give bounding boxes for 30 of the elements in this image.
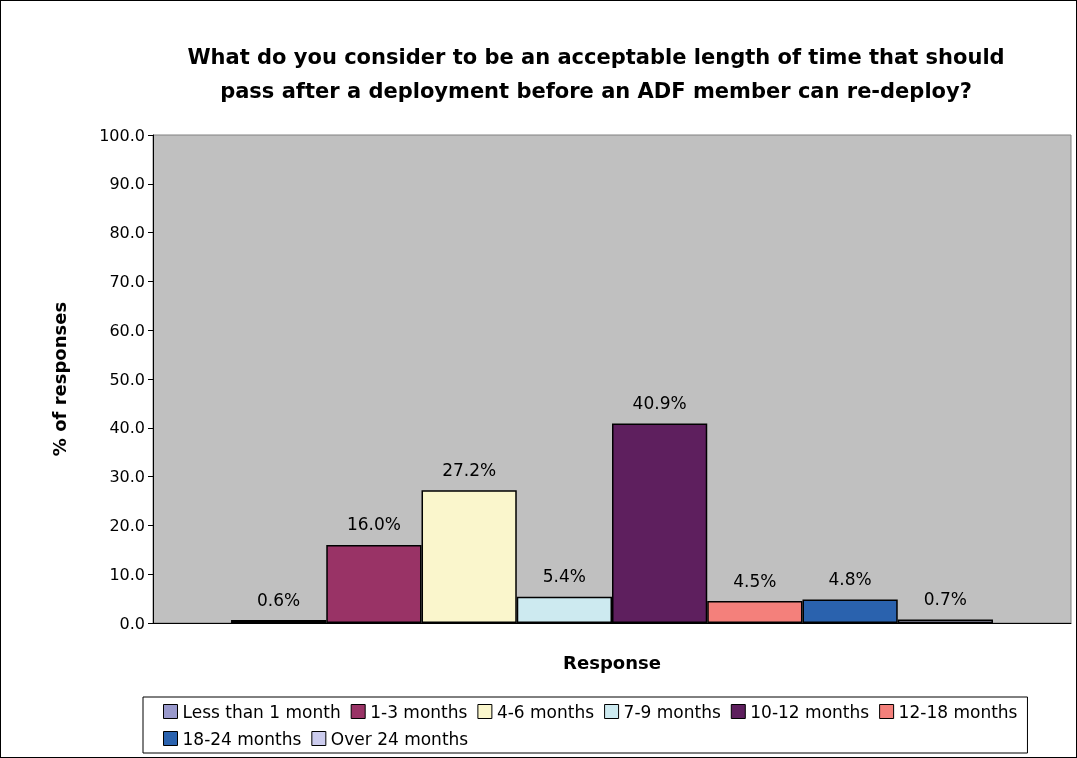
- y-tick-label: 100.0: [99, 125, 145, 145]
- data-label: 16.0%: [346, 514, 401, 535]
- y-tick-label: 20.0: [109, 515, 145, 535]
- legend-label: 4-6 months: [496, 701, 595, 722]
- y-axis-title: % of responses: [48, 301, 70, 457]
- data-label: 40.9%: [632, 392, 687, 413]
- y-tick-label: 90.0: [109, 174, 145, 194]
- data-label: 4.8%: [828, 569, 872, 590]
- data-label: 0.6%: [257, 589, 301, 610]
- legend-label: Less than 1 month: [182, 701, 341, 722]
- data-label: 0.7%: [923, 589, 967, 610]
- y-tick-label: 60.0: [109, 320, 145, 340]
- legend-label: 18-24 months: [182, 728, 302, 749]
- legend-label: 7-9 months: [623, 701, 721, 722]
- data-label: 27.2%: [442, 459, 497, 480]
- chart-title: What do you consider to be an acceptable length of time that should pass after a deployment before an ADF member can re-deploy?: [187, 45, 1005, 103]
- legend-label: 10-12 months: [750, 701, 870, 722]
- y-tick-label: 50.0: [109, 369, 145, 389]
- legend-label: 12-18 months: [898, 701, 1018, 722]
- y-tick-label: 80.0: [109, 223, 145, 243]
- data-label: 4.5%: [733, 570, 777, 591]
- y-tick-label: 30.0: [109, 467, 145, 487]
- y-tick-label: 40.0: [109, 418, 145, 438]
- y-tick-label: 70.0: [109, 271, 145, 291]
- legend-label: Over 24 months: [330, 728, 469, 749]
- y-tick-label: 10.0: [109, 564, 145, 584]
- data-label: 5.4%: [542, 566, 586, 587]
- x-axis-title: Response: [563, 651, 661, 673]
- legend-label: 1-3 months: [370, 701, 468, 722]
- y-tick-label: 0.0: [119, 613, 145, 633]
